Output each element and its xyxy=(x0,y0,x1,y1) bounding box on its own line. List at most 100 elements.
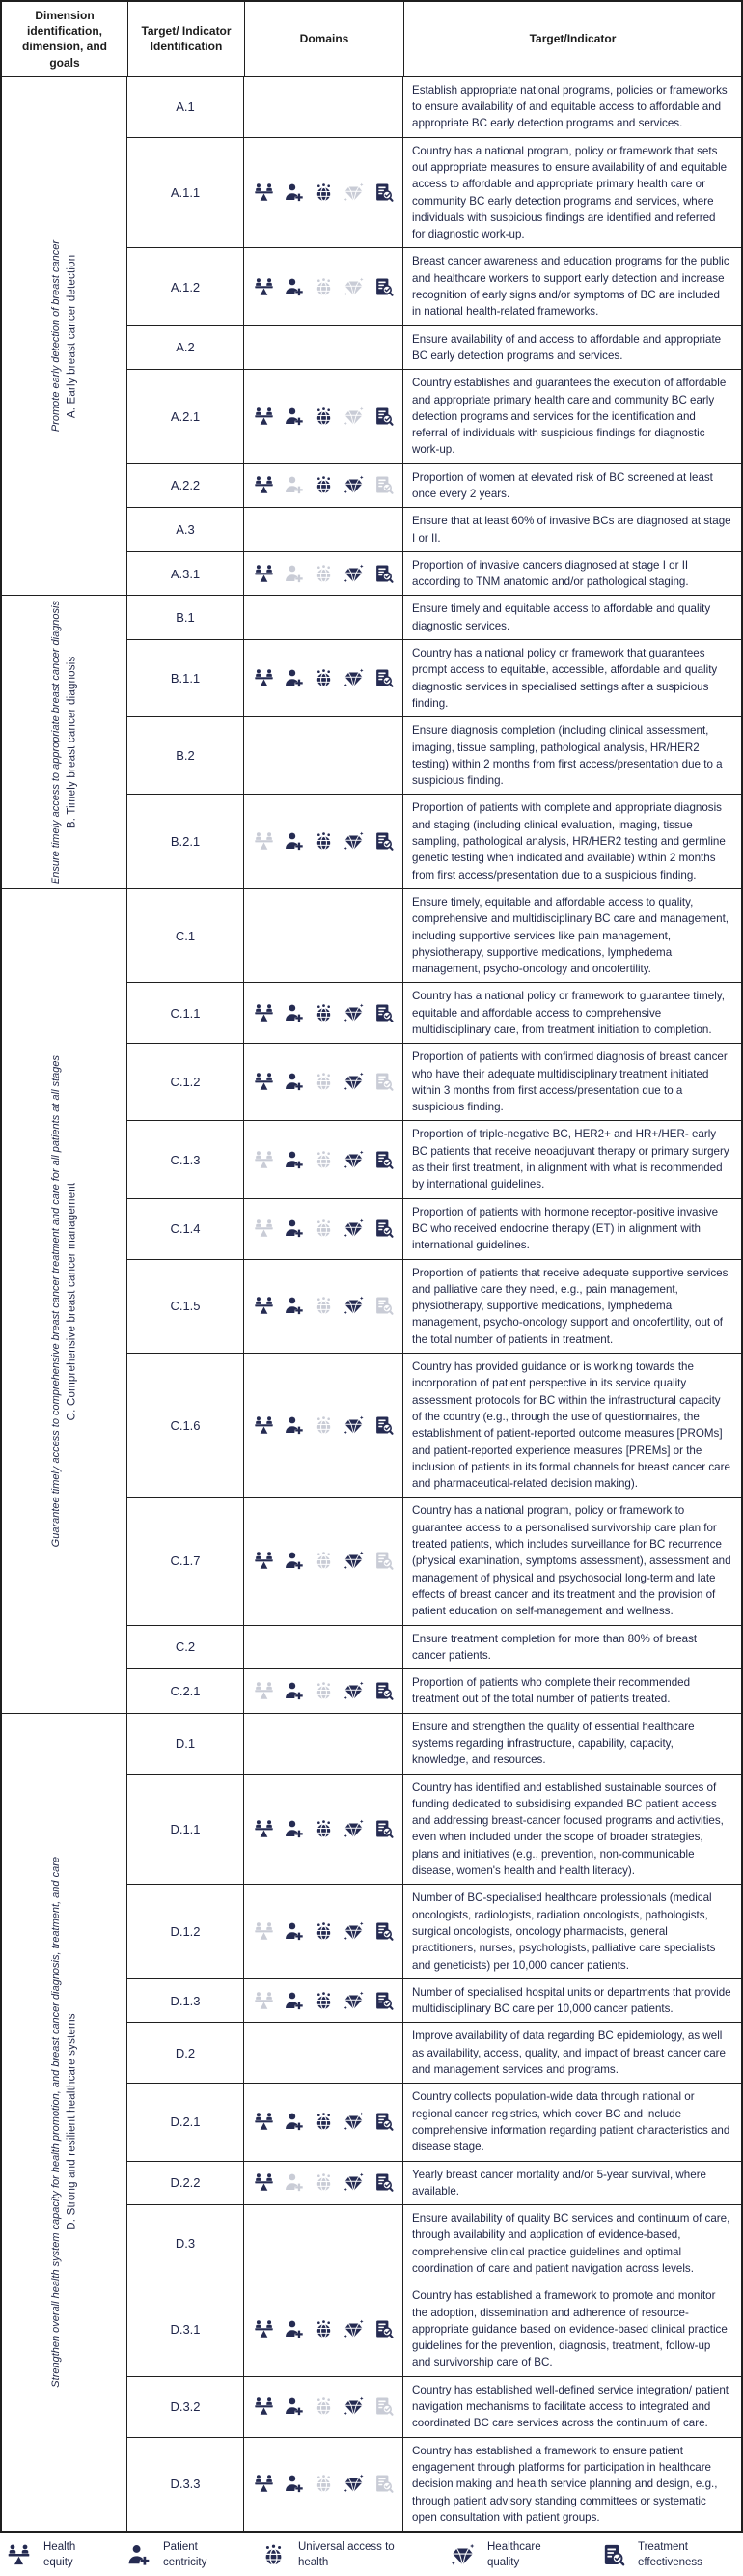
target-indicator-cell: Ensure availability of and access to aff… xyxy=(403,326,741,370)
indicator-id-cell: A.3 xyxy=(127,508,244,551)
universal-access-to-health-icon-inactive xyxy=(313,1550,335,1572)
table-body: A. Early breast cancer detection Promote … xyxy=(2,76,741,2532)
target-indicator-text: Ensure treatment completion for more tha… xyxy=(412,1632,698,1662)
health-equity-icon-inactive xyxy=(253,1149,275,1171)
patient-centricity-icon xyxy=(283,1920,305,1943)
indicator-id-cell: A.3.1 xyxy=(127,551,244,596)
health-equity-icon xyxy=(253,667,275,689)
domains-cell xyxy=(244,1774,403,1885)
patient-centricity-icon xyxy=(283,2473,305,2495)
target-indicator-cell: Proportion of women at elevated risk of … xyxy=(403,464,741,508)
target-indicator-cell: Number of BC-specialised healthcare prof… xyxy=(403,1885,741,1977)
target-indicator-cell: Establish appropriate national programs,… xyxy=(403,77,741,137)
dimension-label: B. Timely breast cancer diagnosis Ensure … xyxy=(48,601,81,884)
table-row: A.1.1 Country has a national program, pol… xyxy=(127,136,741,248)
indicator-id: D.1.1 xyxy=(170,1821,201,1836)
universal-access-to-health-icon xyxy=(313,667,335,689)
table-row: A.2.1 Country establishes and guarantees … xyxy=(127,369,741,463)
target-indicator-text: Proportion of invasive cancers diagnosed… xyxy=(412,558,689,589)
target-indicator-text: Country has established a framework to p… xyxy=(412,2289,728,2369)
indicator-id: A.2.1 xyxy=(170,408,201,424)
universal-access-to-health-icon-inactive xyxy=(313,1149,335,1171)
header-target-indicator: Target/Indicator xyxy=(403,2,741,76)
universal-access-to-health-icon xyxy=(313,474,335,496)
healthcare-quality-icon xyxy=(343,1414,365,1437)
header-target-indicator-id: Target/ Indicator Identification xyxy=(127,2,244,76)
target-indicator-text: Ensure diagnosis completion (including c… xyxy=(412,724,723,788)
target-indicator-text: Country has provided guidance or is work… xyxy=(412,1360,730,1491)
health-equity-icon xyxy=(253,1414,275,1437)
healthcare-quality-icon-inactive xyxy=(343,276,365,298)
domains-cell xyxy=(244,2282,403,2376)
universal-access-to-health-icon xyxy=(313,1990,335,2012)
patient-centricity-icon xyxy=(283,2318,305,2340)
target-indicator-text: Proportion of triple-negative BC, HER2+ … xyxy=(412,1128,729,1191)
table-row: D.1.2 Number of BC-specialised healthcare… xyxy=(127,1884,741,1978)
header-dimension: Dimension identification, dimension, and… xyxy=(21,9,107,70)
universal-access-to-health-icon xyxy=(313,830,335,853)
domains-cell xyxy=(244,1498,403,1625)
dimension-goal: Promote early detection of breast cancer xyxy=(49,240,62,433)
health-equity-icon-inactive xyxy=(253,1990,275,2012)
healthcare-quality-icon xyxy=(343,2111,365,2133)
table-row: A.1.2 Breast cancer awareness and educati… xyxy=(127,247,741,325)
patient-centricity-icon xyxy=(283,1818,305,1840)
treatment-effectiveness-icon xyxy=(372,667,395,689)
health-equity-icon-inactive xyxy=(253,830,275,853)
domains-cell xyxy=(244,1121,403,1198)
treatment-effectiveness-icon xyxy=(600,2542,626,2568)
indicator-id-cell: B.1 xyxy=(127,596,244,640)
target-indicator-cell: Proportion of triple-negative BC, HER2+ … xyxy=(403,1121,741,1197)
domains-cell xyxy=(244,463,403,508)
domains-cell xyxy=(244,137,403,248)
table-row: D.1.3 Number of specialised hospital unit… xyxy=(127,1977,741,2023)
universal-access-to-health-icon-inactive xyxy=(313,2473,335,2495)
treatment-effectiveness-icon xyxy=(372,1680,395,1702)
target-indicator-text: Country has established a framework to e… xyxy=(412,2444,718,2524)
target-indicator-cell: Country has established well-defined ser… xyxy=(403,2377,741,2437)
target-indicator-cell: Ensure and strengthen the quality of ess… xyxy=(403,1714,741,1774)
target-indicator-text: Country has a national policy or framewo… xyxy=(412,990,725,1036)
patient-centricity-icon xyxy=(283,1002,305,1024)
indicator-id: B.2 xyxy=(176,748,195,764)
target-indicator-text: Country establishes and guarantees the e… xyxy=(412,377,727,457)
target-indicator-cell: Proportion of invasive cancers diagnosed… xyxy=(403,552,741,596)
patient-centricity-icon xyxy=(283,1218,305,1240)
patient-centricity-icon xyxy=(283,1414,305,1437)
domains-cell xyxy=(244,1885,403,1978)
patient-centricity-icon xyxy=(283,830,305,853)
healthcare-quality-icon xyxy=(343,1218,365,1240)
section-C: C. Comprehensive breast cancer managemen… xyxy=(2,887,741,1713)
treatment-effectiveness-icon-inactive xyxy=(372,474,395,496)
treatment-effectiveness-icon xyxy=(372,182,395,204)
target-indicator-cell: Country collects population-wide data th… xyxy=(403,2084,741,2160)
legend-item-treatment-effectiveness: Treatment effectiveness xyxy=(600,2540,743,2570)
indicator-id: C.1.6 xyxy=(170,1417,201,1433)
indicator-id-cell: C.1.4 xyxy=(127,1198,244,1259)
indicator-id: A.2 xyxy=(176,340,195,355)
target-indicator-text: Ensure that at least 60% of invasive BCs… xyxy=(412,515,731,545)
healthcare-quality-icon xyxy=(343,1990,365,2012)
target-indicator-text: Ensure availability of and access to aff… xyxy=(412,332,722,362)
domains-cell xyxy=(244,2376,403,2437)
dimension-title: A. Early breast cancer detection xyxy=(66,254,78,418)
indicator-id-cell: D.2.1 xyxy=(127,2084,244,2161)
target-indicator-cell: Proportion of patients with confirmed di… xyxy=(403,1044,741,1120)
target-indicator-cell: Ensure timely and equitable access to af… xyxy=(403,596,741,639)
indicator-id-cell: D.2.2 xyxy=(127,2161,244,2205)
domains-cell xyxy=(244,1044,403,1121)
target-indicator-text: Country has a national program, policy o… xyxy=(412,144,728,241)
table-row: D.3.3 Country has established a framework… xyxy=(127,2436,741,2532)
treatment-effectiveness-icon-inactive xyxy=(372,1071,395,1093)
healthcare-quality-icon xyxy=(343,2171,365,2194)
target-indicator-text: Country has a national program, policy o… xyxy=(412,1504,731,1618)
treatment-effectiveness-icon xyxy=(372,1414,395,1437)
health-equity-icon xyxy=(253,1295,275,1317)
legend-item-universal-access-to-health: Universal access to health xyxy=(261,2540,450,2570)
patient-centricity-icon xyxy=(283,1550,305,1572)
indicator-id: D.1 xyxy=(175,1736,196,1751)
dimension-title: C. Comprehensive breast cancer managemen… xyxy=(66,1182,78,1420)
table-header-row: Dimension identification, dimension, and… xyxy=(2,2,741,77)
legend-label: Universal access to health xyxy=(298,2541,395,2568)
target-indicator-cell: Country has a national policy or framewo… xyxy=(403,640,741,716)
